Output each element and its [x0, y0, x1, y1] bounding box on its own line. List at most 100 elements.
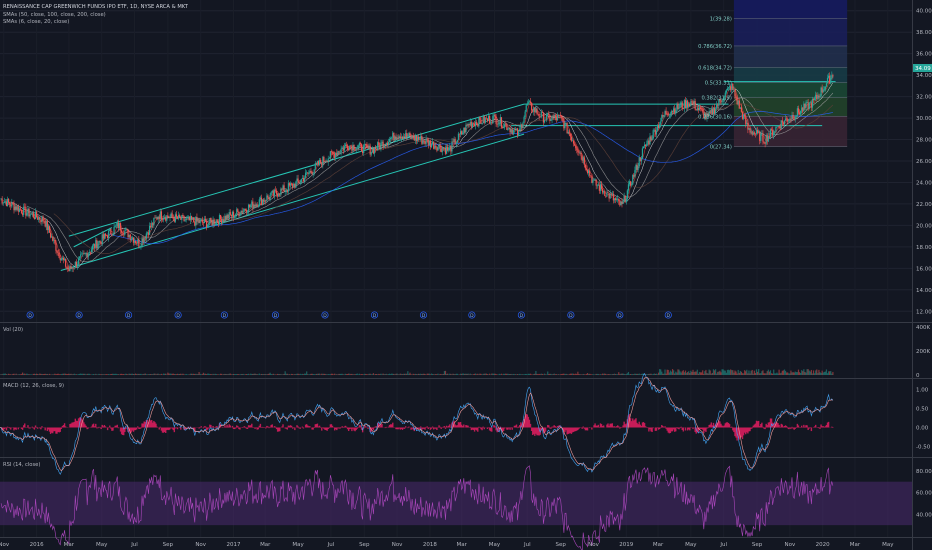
volume-bar	[468, 374, 470, 375]
volume-bar	[459, 373, 462, 375]
volume-bar	[723, 370, 725, 375]
volume-bar	[550, 373, 552, 375]
volume-bar	[157, 373, 159, 375]
macd-histogram-bar	[719, 421, 721, 428]
volume-bar	[330, 373, 333, 375]
macd-histogram-bar	[528, 419, 531, 428]
volume-bar	[732, 370, 734, 375]
macd-histogram-bar	[308, 426, 310, 428]
macd-histogram-bar	[379, 426, 381, 428]
macd-histogram-bar	[784, 425, 787, 428]
macd-histogram-bar	[206, 427, 209, 430]
volume-bar	[604, 373, 606, 375]
volume-bar	[778, 369, 780, 375]
macd-histogram-bar	[63, 423, 66, 428]
candle-body	[87, 253, 89, 258]
volume-bar	[490, 374, 492, 375]
macd-title[interactable]: MACD (12, 26, close, 9)	[3, 383, 64, 389]
macd-histogram-bar	[416, 427, 419, 429]
volume-bar	[323, 373, 325, 375]
macd-histogram-bar	[411, 427, 413, 429]
volume-bar	[309, 374, 311, 375]
candle-body	[671, 111, 674, 112]
candle-body	[141, 238, 143, 247]
time-tick: Nov	[0, 542, 10, 548]
volume-bar	[48, 373, 51, 375]
macd-histogram-bar	[783, 426, 786, 428]
candle-body	[807, 102, 809, 110]
macd-histogram-bar	[188, 427, 191, 429]
symbol-title[interactable]: RENAISSANCE CAP GREENWICH FUNDS IPO ETF,…	[3, 4, 189, 10]
candle-body	[552, 116, 554, 118]
macd-histogram-bar	[285, 427, 287, 429]
sma-legend-2[interactable]: SMAs (6, close, 20, close)	[3, 19, 69, 25]
volume-bar	[310, 373, 312, 375]
macd-histogram-bar	[717, 422, 719, 428]
candle-body	[352, 144, 354, 151]
volume-bar	[767, 369, 769, 375]
macd-histogram-bar	[474, 427, 477, 430]
candle-body	[537, 113, 539, 115]
macd-histogram-bar	[782, 426, 785, 428]
volume-bar	[651, 374, 653, 375]
volume-bar	[724, 370, 726, 375]
volume-bar	[192, 373, 194, 375]
candle-body	[697, 108, 699, 111]
candle-body	[319, 159, 321, 165]
macd-histogram-bar	[627, 415, 630, 428]
candle-body	[377, 142, 379, 150]
volume-tick: 0	[916, 373, 920, 379]
candle-body	[684, 100, 687, 109]
macd-histogram-bar	[417, 427, 420, 429]
volume-bar	[104, 374, 107, 375]
rsi-title[interactable]: RSI (14, close)	[3, 462, 40, 468]
candle-body	[534, 107, 536, 113]
volume-bar	[503, 373, 505, 375]
candle-body	[773, 132, 775, 136]
volume-bar	[79, 373, 81, 375]
time-axis[interactable]: Nov 2016 Mar May Jul Sep Nov 2017 Mar May Jul Sep No…	[0, 542, 894, 548]
macd-histogram-bar	[431, 426, 434, 428]
volume-bar	[722, 369, 724, 375]
macd-histogram-bar	[198, 427, 200, 429]
candle-body	[117, 222, 119, 229]
volume-title[interactable]: Vol (20)	[3, 327, 23, 333]
volume-bar	[25, 374, 27, 375]
candle-body	[100, 241, 102, 244]
volume-bar	[519, 373, 521, 375]
macd-histogram-bar	[790, 427, 792, 429]
volume-bar	[173, 374, 175, 375]
macd-histogram-bar	[86, 427, 88, 430]
dividend-label: D	[470, 313, 474, 319]
macd-histogram-bar	[100, 427, 102, 430]
candle-body	[548, 113, 550, 116]
candle-body	[628, 181, 631, 185]
sma-legend-1[interactable]: SMAs (50, close, 100, close, 200, close)	[3, 12, 106, 18]
macd-histogram-bar	[820, 424, 822, 428]
candle-body	[747, 122, 749, 130]
fibonacci-retracement[interactable]	[733, 0, 848, 147]
price-axis[interactable]: 40.0038.0036.0034.0032.0030.0028.0026.00…	[916, 9, 932, 316]
volume-bar	[168, 373, 170, 375]
macd-histogram-bar	[29, 427, 31, 429]
volume-bar	[556, 374, 559, 375]
candle-body	[96, 240, 98, 249]
volume-bar	[409, 372, 411, 375]
macd-histogram-bar	[616, 425, 619, 428]
candle-body	[777, 126, 779, 127]
time-tick: 2016	[30, 542, 44, 548]
candle-body	[497, 123, 499, 125]
macd-histogram-bar	[510, 427, 512, 429]
volume-bar	[575, 373, 577, 375]
candle-body	[327, 158, 329, 163]
volume-bar	[662, 373, 664, 375]
candle-body	[2, 202, 4, 204]
macd-histogram-bar	[126, 427, 128, 429]
candle-body	[199, 219, 201, 224]
candle-body	[678, 107, 680, 109]
macd-histogram-bar	[611, 423, 614, 428]
volume-bar	[271, 374, 273, 375]
volume-bar	[625, 374, 627, 375]
